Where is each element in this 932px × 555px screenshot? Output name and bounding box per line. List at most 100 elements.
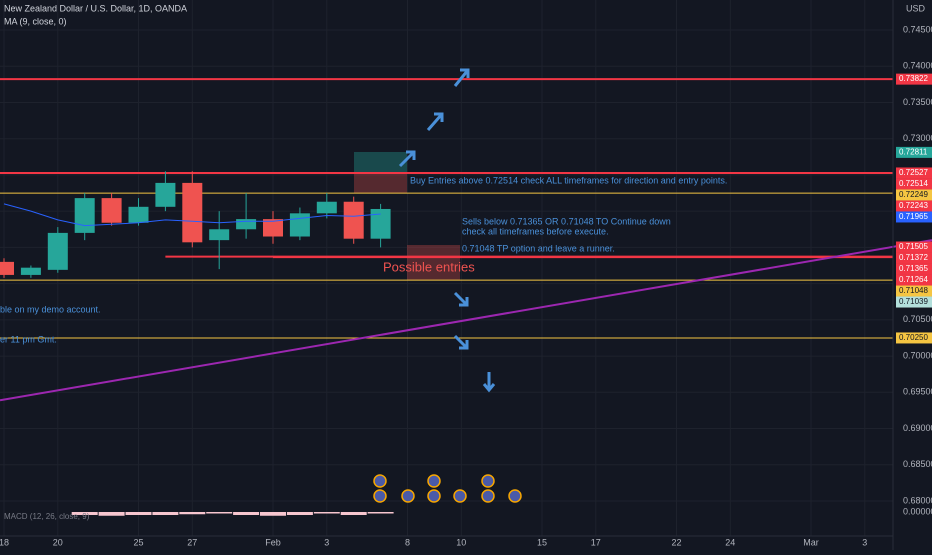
- ma-line: [3, 203, 381, 227]
- candle-body: [370, 208, 391, 239]
- price-label: 0.71965: [899, 212, 928, 221]
- trendline: [0, 239, 932, 402]
- arrows: [398, 68, 496, 393]
- price-label: 0.71264: [899, 275, 928, 284]
- price-label: 0.71365: [899, 264, 928, 273]
- macd-bar: [260, 512, 286, 516]
- candle-body: [0, 261, 14, 275]
- price-label-box: [896, 332, 932, 344]
- arrow: [453, 291, 469, 307]
- candle-body: [343, 201, 364, 239]
- arrow: [453, 68, 470, 87]
- price-label: 0.71372: [899, 253, 928, 262]
- macd-bar: [313, 512, 340, 514]
- macd-bar: [206, 512, 233, 514]
- x-tick-label: 20: [53, 537, 63, 547]
- candle-body: [263, 219, 283, 237]
- candle-body: [316, 201, 337, 214]
- price-label-box: [896, 200, 932, 212]
- price-label-box: [896, 73, 932, 85]
- arrow: [426, 112, 444, 131]
- annotation: er 11 pm Gmt.: [0, 334, 57, 344]
- x-tick-label: 17: [591, 537, 601, 547]
- candle-body: [101, 198, 122, 223]
- candle-body: [20, 267, 41, 275]
- indicator-label: MA (9, close, 0): [4, 16, 67, 26]
- macd-bar: [179, 512, 206, 515]
- price-label-box: [896, 241, 932, 253]
- price-label: 0.70250: [899, 333, 928, 342]
- entry-zone: [407, 245, 460, 280]
- x-tick-label: Feb: [265, 537, 281, 547]
- chart-title: New Zealand Dollar / U.S. Dollar, 1D, OA…: [4, 3, 187, 13]
- price-label: 0.72514: [899, 179, 928, 188]
- currency: USD: [906, 3, 926, 13]
- plot: [0, 78, 932, 516]
- buy-zone: [354, 152, 407, 173]
- y-tick-label: 0.68000: [903, 495, 932, 505]
- candle-body: [155, 182, 176, 207]
- macd-bar: [125, 512, 152, 515]
- annotation: 0.71048 TP option and leave a runner.: [462, 243, 615, 253]
- macd-bar: [233, 512, 260, 515]
- x-tick-label: 15: [537, 537, 547, 547]
- candle-body: [74, 198, 95, 233]
- price-label-box: [896, 146, 932, 158]
- event-icon: [481, 489, 495, 503]
- macd-bar: [286, 512, 313, 515]
- x-tick-label: 10: [456, 537, 466, 547]
- price-label-box: [896, 189, 932, 201]
- x-tick-label: 25: [133, 537, 143, 547]
- price-label: 0.71505: [899, 242, 928, 251]
- event-icon: [481, 474, 495, 488]
- stop-zone: [354, 173, 407, 193]
- events: [373, 474, 522, 503]
- x-tick-label: 3: [324, 537, 329, 547]
- x-tick-label: 27: [187, 537, 197, 547]
- macd-bar: [98, 512, 125, 516]
- arrow: [398, 150, 416, 168]
- candle-body: [182, 182, 203, 243]
- arrow: [453, 334, 469, 350]
- event-icon: [427, 489, 441, 503]
- price-label-box: [896, 274, 932, 286]
- price-label-box: [896, 178, 932, 190]
- annotation: Possible entries: [383, 259, 475, 274]
- price-label: 0.71048: [899, 286, 928, 295]
- x-tick-label: 22: [671, 537, 681, 547]
- macd-bar: [367, 512, 394, 514]
- x-tick-label: 18: [0, 537, 9, 547]
- event-icon: [508, 489, 522, 503]
- candle-body: [128, 206, 149, 223]
- price-label-box: [896, 252, 932, 264]
- candle-body: [47, 232, 68, 270]
- macd-bar: [71, 512, 98, 515]
- x-tick-label: 8: [405, 537, 410, 547]
- price-label: 0.72527: [899, 168, 928, 177]
- price-label: 0.73822: [899, 74, 928, 83]
- grid: [0, 0, 893, 536]
- annotation: Sells below 0.71365 OR 0.71048 TO Contin…: [462, 216, 671, 226]
- x-tick-label: 24: [725, 537, 735, 547]
- macd-label: MACD (12, 26, close, 9): [4, 512, 90, 521]
- event-icon: [373, 489, 387, 503]
- price-label: 0.72811: [899, 147, 928, 156]
- annotation: ble on my demo account.: [0, 304, 101, 314]
- event-icon: [427, 474, 441, 488]
- price-label-box: [896, 263, 932, 275]
- x-tick-label: Mar: [803, 537, 819, 547]
- candle-body: [289, 213, 310, 237]
- candle-body: [236, 219, 257, 230]
